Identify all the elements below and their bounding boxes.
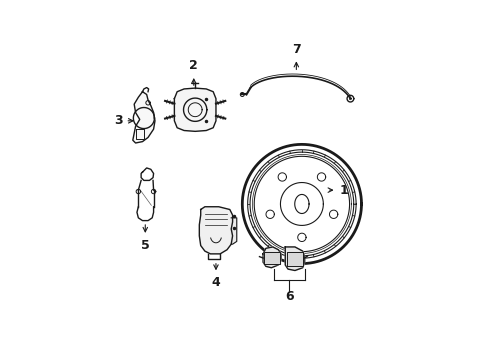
Polygon shape xyxy=(174,88,216,131)
Polygon shape xyxy=(286,252,303,266)
Text: 4: 4 xyxy=(211,264,220,289)
Polygon shape xyxy=(263,247,281,268)
Polygon shape xyxy=(231,218,236,244)
Polygon shape xyxy=(133,92,155,143)
Polygon shape xyxy=(199,207,232,254)
Polygon shape xyxy=(285,247,304,270)
Text: 6: 6 xyxy=(285,290,293,303)
Text: 3: 3 xyxy=(114,114,133,127)
Text: 2: 2 xyxy=(189,59,198,85)
Text: 7: 7 xyxy=(291,43,300,69)
Text: 1: 1 xyxy=(327,184,347,197)
Polygon shape xyxy=(264,252,279,264)
Text: 5: 5 xyxy=(141,225,149,252)
